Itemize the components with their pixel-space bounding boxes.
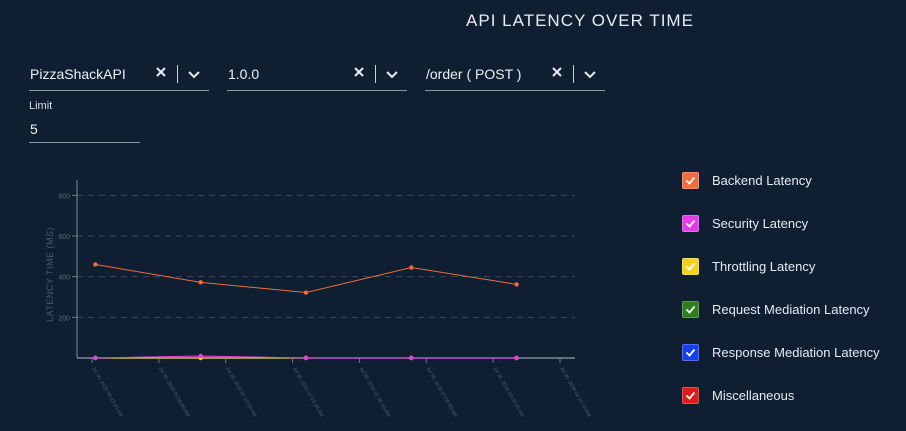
limit-label: Limit [29,100,53,112]
x-tick-label: Jul 30, 2020 08:03:20 AM [491,366,525,418]
checkbox[interactable] [682,258,699,275]
version-select-value: 1.0.0 [228,66,260,82]
data-point [198,353,203,359]
x-tick-label: Jul 30, 2020 07:50:00 AM [425,366,459,418]
checkbox[interactable] [682,344,699,361]
legend-label: Backend Latency [712,173,812,188]
api-select-value: PizzaShackAPI [30,66,126,82]
check-icon [685,262,696,271]
legend-item[interactable]: Backend Latency [681,171,901,191]
resource-select-value: /order ( POST ) [426,66,522,82]
chart-title: API LATENCY OVER TIME [466,11,694,30]
data-point [514,355,519,361]
y-axis-label: LATENCY TIME (MS) [45,227,55,322]
y-tick-label: 200 [58,315,70,322]
x-tick-label: Jul 30, 2020 07:10:00 AM [224,366,258,418]
data-point [198,280,203,285]
y-tick-label: 600 [58,234,70,241]
legend-label: Response Mediation Latency [712,345,880,360]
check-icon [685,348,696,357]
select-divider [375,65,376,83]
legend-item[interactable]: Request Mediation Latency [681,300,901,320]
select-divider [177,65,178,83]
legend-label: Security Latency [712,216,809,231]
x-tick-label: Jul 30, 2020 06:43:20 AM [90,366,124,418]
select-divider [573,65,574,83]
checkbox[interactable] [682,215,699,232]
check-icon [685,305,696,314]
data-point [303,355,309,361]
check-icon [685,391,696,400]
legend-item[interactable]: Miscellaneous [681,386,901,406]
version-select[interactable]: 1.0.0 [227,58,407,91]
data-point [93,355,98,361]
series-line [95,263,517,294]
limit-input[interactable]: 5 [29,116,140,143]
checkbox[interactable] [682,387,699,404]
latency-line-chart: 200 400 600 800 LATENCY TIME (MS) Jul 30, 202… [45,180,592,418]
clear-icon[interactable] [155,66,167,78]
x-tick-label: Jul 30, 2020 07:23:20 AM [291,366,325,418]
legend-item[interactable]: Response Mediation Latency [681,343,901,363]
legend-item[interactable]: Security Latency [681,214,901,234]
y-tick-label: 400 [58,275,70,282]
checkbox[interactable] [682,301,699,318]
limit-input-value: 5 [30,121,38,137]
data-point [303,290,309,295]
check-icon [685,219,696,228]
chevron-down-icon[interactable] [583,67,597,81]
chevron-down-icon[interactable] [187,67,201,81]
resource-select[interactable]: /order ( POST ) [425,58,605,91]
legend-label: Throttling Latency [712,259,816,274]
data-point [93,262,98,267]
api-select[interactable]: PizzaShackAPI [29,58,209,91]
clear-icon[interactable] [353,66,365,78]
legend-item[interactable]: Throttling Latency [681,257,901,277]
x-tick-label: Jul 30, 2020 06:56:40 AM [157,366,191,418]
chevron-down-icon[interactable] [385,67,399,81]
data-point [409,265,414,270]
y-tick-label: 800 [58,193,70,200]
checkbox[interactable] [682,172,699,189]
x-tick-label: Jul 30, 2020 08:16:40 AM [558,366,592,418]
clear-icon[interactable] [551,66,563,78]
data-point [514,282,519,287]
legend-label: Miscellaneous [712,388,795,403]
x-tick-label: Jul 30, 2020 07:36:40 AM [358,366,392,418]
data-point [409,355,414,361]
check-icon [685,176,696,185]
legend-label: Request Mediation Latency [712,302,870,317]
